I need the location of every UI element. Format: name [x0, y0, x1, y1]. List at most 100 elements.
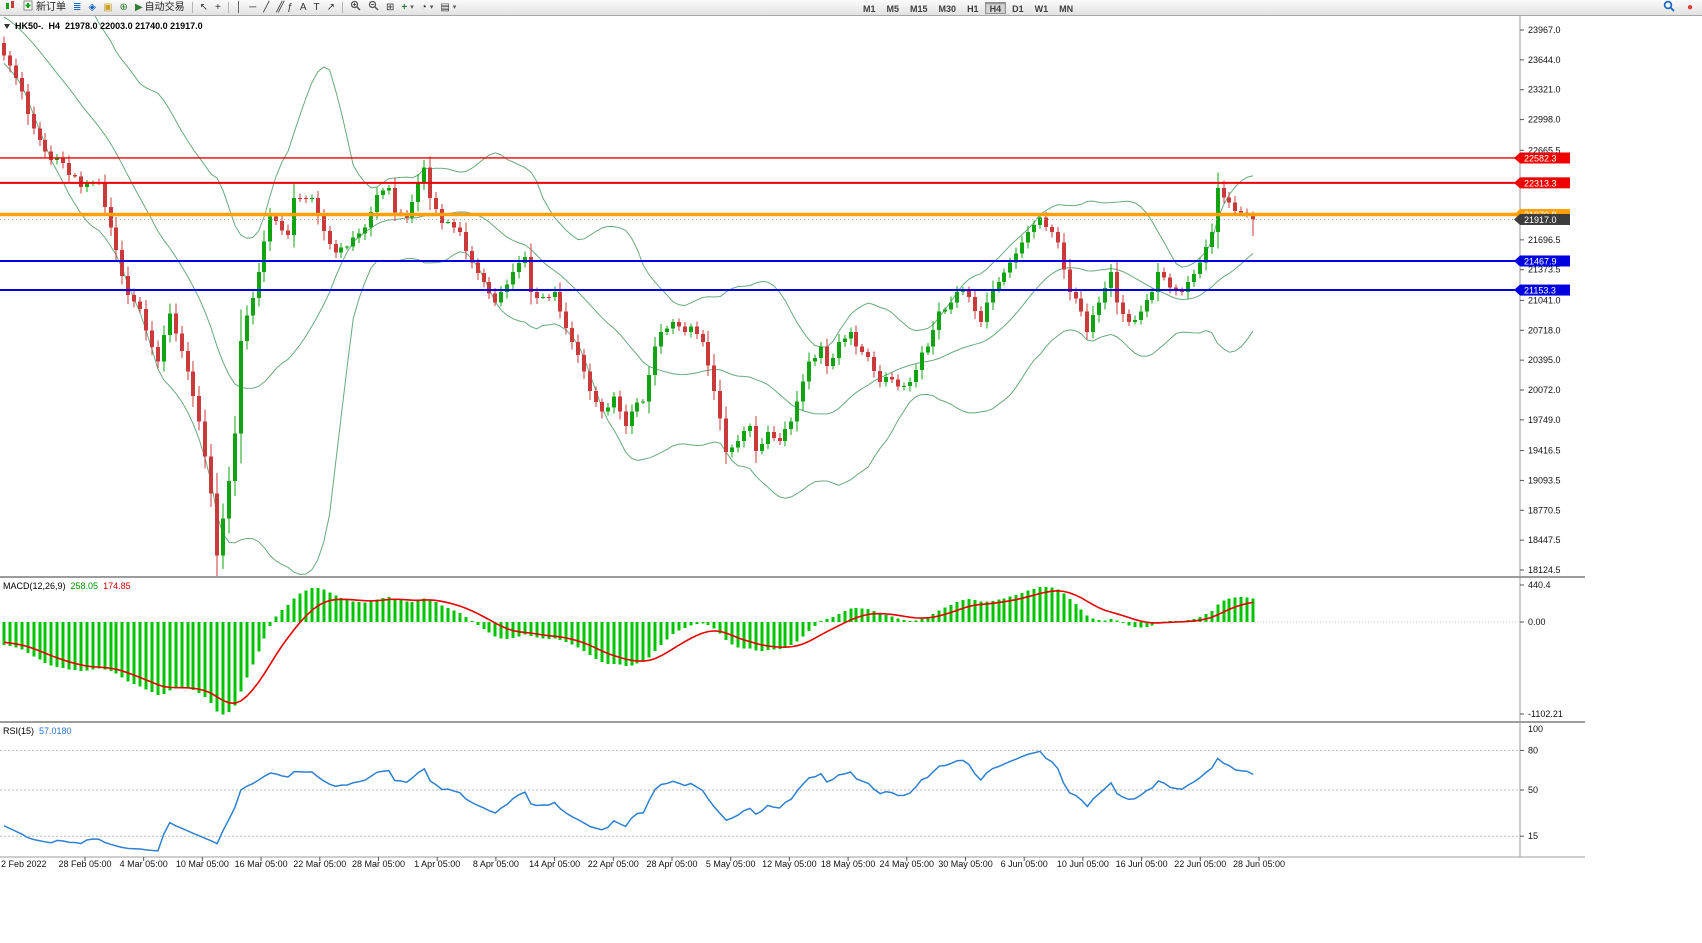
candle-body — [677, 321, 681, 327]
candle-body — [434, 197, 438, 210]
price-tag: 21917.0 — [1524, 215, 1557, 225]
chevron-down-icon: ▾ — [429, 4, 434, 11]
candle-body — [653, 346, 657, 376]
candle-body — [772, 431, 776, 438]
cursor-icon: ↖ — [199, 2, 209, 13]
candle-body — [630, 411, 634, 427]
candle-body — [233, 433, 237, 481]
new-order-button[interactable]: 新订单 — [20, 0, 69, 15]
new-chart-button[interactable] — [2, 1, 19, 14]
timeframe-m30-button[interactable]: M30 — [934, 2, 962, 14]
candle-body — [778, 437, 782, 442]
candle-body — [937, 311, 941, 330]
label-tool-button[interactable]: T — [311, 1, 323, 14]
periods-button[interactable]: ◔ ▾ — [418, 1, 437, 14]
timeframe-m5-button[interactable]: M5 — [882, 2, 905, 14]
timeframe-m1-button[interactable]: M1 — [858, 2, 881, 14]
time-tick-label: 28 Mar 05:00 — [352, 859, 405, 869]
time-tick-label: 30 May 05:00 — [938, 859, 993, 869]
community-button[interactable]: ⊕ — [117, 1, 131, 14]
candle-body — [1251, 213, 1255, 220]
candle-body — [280, 221, 284, 231]
market-watch-icon: ≣ — [73, 2, 82, 13]
candle-body — [464, 232, 468, 252]
candle-body — [754, 426, 758, 452]
time-tick-label: 8 Apr 05:00 — [473, 859, 519, 869]
arrows-tool-button[interactable]: ↗ — [324, 1, 338, 14]
candle-body — [168, 313, 172, 336]
rsi-axis-label: 80 — [1528, 745, 1538, 755]
candle-body — [730, 447, 734, 453]
candle-body — [902, 386, 906, 388]
candle-body — [961, 290, 965, 293]
candle-body — [695, 326, 699, 335]
candle-body — [789, 421, 793, 429]
status-button[interactable]: ● — [1684, 1, 1696, 14]
price-axis[interactable]: 23967.0 23644.0 23321.0 22998.0 22665.5 21696… — [1520, 25, 1561, 575]
candle-body — [558, 292, 562, 312]
candle-body — [334, 244, 338, 253]
text-tool-icon: A — [299, 2, 307, 13]
crosshair-button[interactable]: + — [212, 1, 224, 14]
chevron-down-icon: ▾ — [452, 4, 457, 11]
templates-button[interactable]: ▤ ▾ — [437, 1, 459, 14]
text-tool-button[interactable]: A — [297, 1, 310, 14]
zoom-out-button[interactable] — [365, 0, 382, 14]
rsi-axis[interactable]: 100 80 50 15 — [1520, 724, 1543, 841]
search-button[interactable] — [1660, 0, 1678, 16]
autotrading-button[interactable]: ▶ 自动交易 — [132, 1, 188, 14]
vertical-line-button[interactable]: │ — [233, 1, 245, 14]
bollinger-upper-line — [94, 16, 1254, 348]
candle-body — [132, 294, 136, 302]
new-order-icon — [23, 0, 34, 15]
indicators-button[interactable]: + ▾ — [398, 1, 416, 14]
candle-body — [594, 391, 598, 403]
price-tick-label: 18447.5 — [1528, 535, 1561, 545]
candle-body — [1038, 217, 1042, 226]
candle-body — [973, 296, 977, 311]
price-tick-label: 19749.0 — [1528, 415, 1561, 425]
candle-body — [268, 216, 272, 242]
zoom-in-button[interactable] — [347, 0, 364, 14]
candle-body — [890, 377, 894, 380]
timeframe-h1-button[interactable]: H1 — [962, 2, 984, 14]
candle-body — [1115, 271, 1119, 303]
horizontal-line-button[interactable]: ─ — [246, 1, 259, 14]
trendline-button[interactable]: ╱ — [260, 1, 272, 14]
timeframe-w1-button[interactable]: W1 — [1030, 2, 1054, 14]
price-tick-label: 18124.5 — [1528, 565, 1561, 575]
candle-body — [991, 288, 995, 303]
price-tick-label: 22998.0 — [1528, 115, 1561, 125]
candle-body — [369, 212, 373, 228]
time-tick-label: 10 Mar 05:00 — [176, 859, 229, 869]
timeframe-d1-button[interactable]: D1 — [1007, 2, 1029, 14]
candle-body — [1227, 197, 1231, 203]
candle-body — [866, 351, 870, 357]
timeframe-mn-button[interactable]: MN — [1054, 2, 1078, 14]
time-axis[interactable]: 2 Feb 2022 28 Feb 05:00 4 Mar 05:00 10 Mar … — [1, 857, 1285, 869]
candle-body — [588, 371, 592, 392]
candle-body — [553, 292, 557, 298]
price-tick-label: 19416.5 — [1528, 446, 1561, 456]
tile-windows-button[interactable]: ⊞ — [383, 1, 397, 14]
fibonacci-button[interactable]: ƒ — [284, 1, 296, 14]
navigator-button[interactable]: ◈ — [85, 1, 99, 14]
search-icon — [1663, 0, 1675, 16]
terminal-button[interactable]: ▣ — [100, 1, 115, 14]
candle-body — [67, 162, 71, 175]
channel-button[interactable]: ╱╱ — [273, 1, 284, 14]
timeframe-m15-button[interactable]: M15 — [905, 2, 933, 14]
candle-body — [345, 246, 349, 248]
candle-body — [1150, 292, 1154, 300]
market-watch-button[interactable]: ≣ — [70, 1, 84, 14]
price-tick-label: 19093.5 — [1528, 475, 1561, 485]
cursor-button[interactable]: ↖ — [197, 1, 211, 14]
candle-body — [505, 284, 509, 293]
timeframe-h4-button[interactable]: H4 — [984, 1, 1007, 14]
candle-body — [1145, 299, 1149, 312]
macd-axis-label: 0.00 — [1528, 617, 1546, 627]
macd-axis[interactable]: 440.4 0.00 -1102.21 — [1520, 580, 1563, 719]
candle-body — [422, 167, 426, 183]
terminal-icon: ▣ — [103, 2, 113, 13]
